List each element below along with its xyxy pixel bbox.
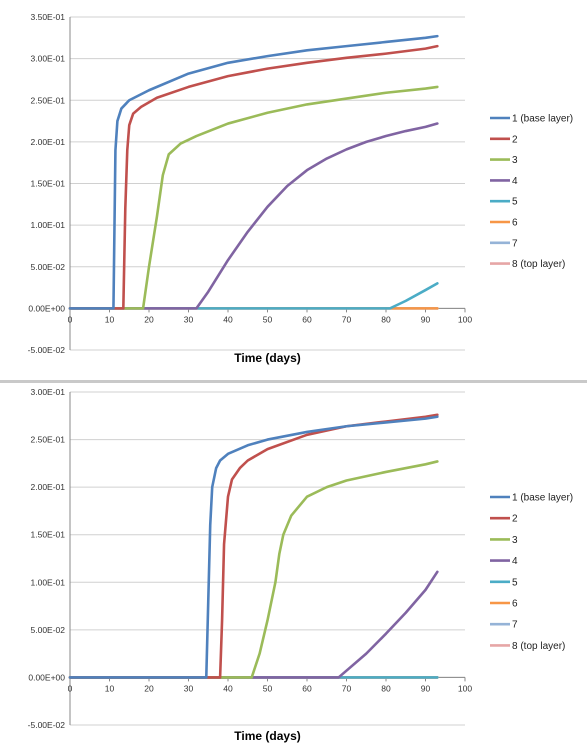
y-tick-label: 1.50E-01 xyxy=(31,530,66,540)
x-tick-label: 0 xyxy=(68,314,73,324)
series-line-3 xyxy=(68,460,439,679)
legend-label: 4 xyxy=(512,176,518,187)
x-tick-label: 30 xyxy=(184,314,194,324)
x-tick-label: 40 xyxy=(223,683,233,693)
y-tick-label: 0.00E+00 xyxy=(28,672,65,682)
legend-label: 3 xyxy=(512,535,518,546)
y-tick-labels: -5.00E-02 0.00E+00 5.00E-02 1.00E-01 1.50E-0… xyxy=(28,387,66,730)
x-tick-labels: 0 10 20 30 40 50 60 70 80 90 100 xyxy=(68,308,472,324)
gridlines xyxy=(70,391,465,726)
series-line-4 xyxy=(68,122,439,310)
legend-label: 1 (base layer) xyxy=(512,493,573,504)
x-tick-label: 20 xyxy=(144,314,154,324)
x-axis-title: Time (days) xyxy=(234,351,300,365)
y-tick-label: 0.00E+00 xyxy=(28,303,65,313)
y-tick-label: -5.00E-02 xyxy=(28,720,66,730)
x-tick-label: 70 xyxy=(342,314,352,324)
y-tick-labels: -5.00E-02 0.00E+00 5.00E-02 1.00E-01 1.50E-0… xyxy=(28,12,66,355)
legend-label: 6 xyxy=(512,599,518,610)
legend-label: 3 xyxy=(512,155,518,166)
legend-label: 8 (top layer) xyxy=(512,259,565,270)
series-line-3 xyxy=(68,85,439,310)
legend-label: 2 xyxy=(512,134,518,145)
y-tick-label: 5.00E-02 xyxy=(31,625,66,635)
legend-label: 2 xyxy=(512,514,518,525)
x-tick-label: 50 xyxy=(263,683,273,693)
legend-label: 1 (base layer) xyxy=(512,114,573,125)
series-line-2 xyxy=(68,44,439,310)
x-tick-label: 20 xyxy=(144,683,154,693)
x-tick-label: 90 xyxy=(421,683,431,693)
x-tick-label: 10 xyxy=(105,683,115,693)
legend-label: 5 xyxy=(512,197,518,208)
legend-label: 7 xyxy=(512,238,518,249)
series-lines xyxy=(68,34,439,310)
x-tick-label: 90 xyxy=(421,314,431,324)
legend-label: 5 xyxy=(512,577,518,588)
x-tick-label: 60 xyxy=(302,314,312,324)
x-tick-label: 100 xyxy=(458,314,472,324)
legend: 1 (base layer) 2 3 4 5 6 7 8 (top layer) xyxy=(490,114,573,270)
y-tick-label: 1.00E-01 xyxy=(31,220,66,230)
y-tick-label: 3.00E-01 xyxy=(31,54,66,64)
x-tick-label: 80 xyxy=(381,314,391,324)
x-tick-label: 50 xyxy=(263,314,273,324)
x-tick-label: 60 xyxy=(302,683,312,693)
legend-label: 4 xyxy=(512,556,518,567)
x-tick-label: 0 xyxy=(68,683,73,693)
series-line-1-base-layer- xyxy=(68,415,439,679)
panel-divider xyxy=(0,380,587,383)
x-tick-label: 70 xyxy=(342,683,352,693)
y-tick-label: 3.00E-01 xyxy=(31,387,66,397)
chart-top: -5.00E-02 0.00E+00 5.00E-02 1.00E-01 1.50E-0… xyxy=(28,12,573,365)
x-tick-label: 80 xyxy=(381,683,391,693)
y-tick-label: 2.00E-01 xyxy=(31,482,66,492)
y-tick-label: 1.50E-01 xyxy=(31,179,66,189)
legend-label: 6 xyxy=(512,218,518,229)
y-tick-label: 2.00E-01 xyxy=(31,137,66,147)
legend-label: 8 (top layer) xyxy=(512,641,565,652)
y-tick-label: -5.00E-02 xyxy=(28,345,66,355)
x-tick-label: 10 xyxy=(105,314,115,324)
chart-bottom: -5.00E-02 0.00E+00 5.00E-02 1.00E-01 1.50E-0… xyxy=(28,387,573,743)
y-tick-label: 5.00E-02 xyxy=(31,262,66,272)
y-tick-label: 1.00E-01 xyxy=(31,577,66,587)
series-line-5 xyxy=(68,282,439,310)
x-tick-label: 30 xyxy=(184,683,194,693)
x-axis-title: Time (days) xyxy=(234,729,300,743)
x-tick-labels: 0 10 20 30 40 50 60 70 80 90 100 xyxy=(68,677,472,693)
legend-label: 7 xyxy=(512,620,518,631)
x-tick-label: 100 xyxy=(458,683,472,693)
y-tick-label: 2.50E-01 xyxy=(31,435,66,445)
legend: 1 (base layer) 2 3 4 5 6 7 8 (top layer) xyxy=(490,493,573,652)
y-tick-label: 2.50E-01 xyxy=(31,95,66,105)
y-tick-label: 3.50E-01 xyxy=(31,12,66,22)
series-line-4 xyxy=(68,570,439,679)
series-lines xyxy=(68,413,439,679)
x-tick-label: 40 xyxy=(223,314,233,324)
series-line-1-base-layer- xyxy=(68,34,439,310)
